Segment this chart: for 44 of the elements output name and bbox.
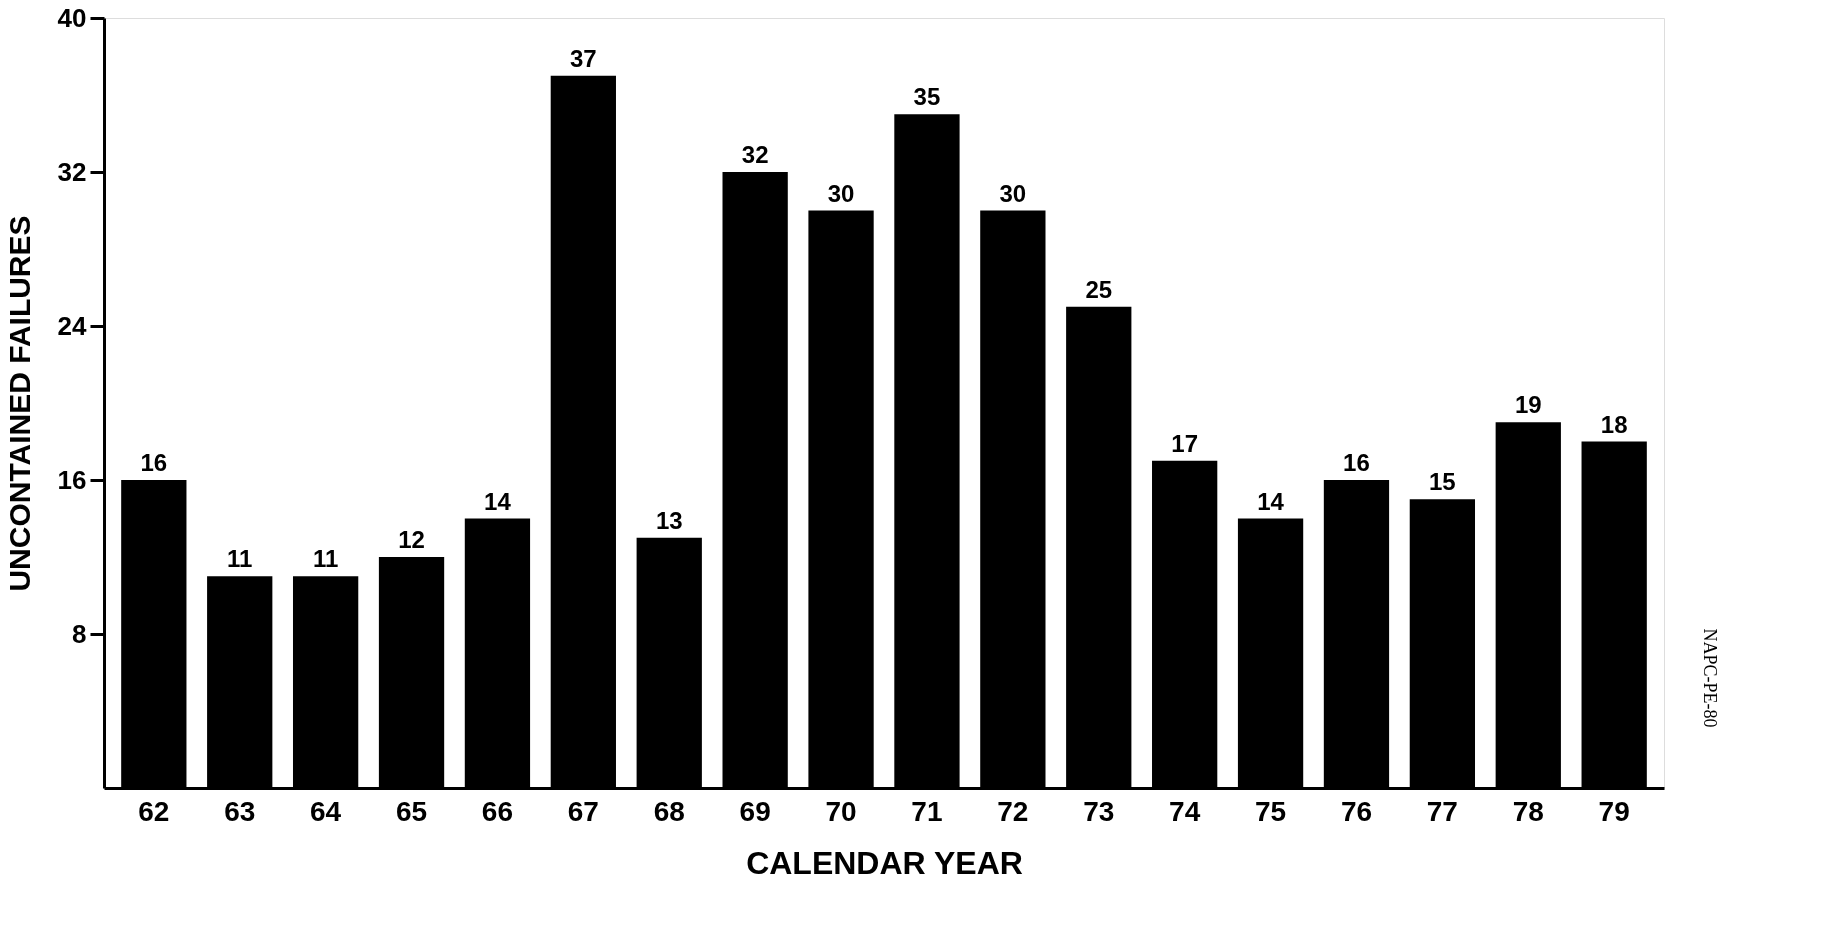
y-tick-label: 8	[72, 618, 87, 649]
data-label: 13	[655, 506, 683, 534]
data-label: 12	[398, 526, 425, 553]
data-label: 25	[1085, 275, 1113, 303]
y-tick-label: 16	[57, 464, 87, 495]
data-label: 16	[1343, 449, 1370, 476]
x-tick-label: 74	[1169, 795, 1201, 827]
x-tick-label: 65	[395, 795, 428, 827]
y-tick-label: 40	[57, 2, 87, 33]
text: NAPC-PE-80	[1700, 628, 1720, 728]
x-tick-label: 71	[911, 795, 943, 827]
data-label: 11	[227, 545, 253, 573]
x-tick-label: 72	[997, 795, 1029, 827]
x-axis-title: CALENDAR YEAR	[746, 844, 1023, 881]
data-label: 30	[827, 179, 855, 207]
y-tick-label: 24	[57, 310, 88, 341]
x-tick-label: 62	[138, 795, 170, 827]
data-label: 11	[312, 545, 339, 573]
data-label: 15	[1429, 468, 1456, 496]
data-label: 14	[484, 487, 512, 515]
data-label: 35	[913, 83, 941, 111]
data-label: 17	[1171, 429, 1199, 457]
x-tick-label: 63	[224, 795, 256, 827]
x-tick-label: 64	[310, 795, 342, 827]
x-tick-label: 75	[1254, 795, 1287, 827]
x-tick-label: 76	[1340, 795, 1373, 827]
x-tick-label: 67	[567, 795, 599, 827]
x-tick-label: 79	[1598, 795, 1630, 827]
data-label: 32	[741, 141, 769, 168]
x-tick-label: 66	[481, 795, 514, 827]
x-tick-label: 70	[825, 795, 857, 827]
x-tick-label: 78	[1512, 795, 1544, 827]
data-label: 37	[569, 44, 597, 72]
x-tick-label: 68	[653, 795, 685, 827]
x-tick-label: 73	[1083, 795, 1115, 827]
data-label: 19	[1514, 391, 1542, 419]
data-label: 18	[1600, 410, 1628, 438]
data-label: 30	[999, 179, 1027, 207]
y-axis-title: UNCONTAINED FAILURES	[2, 215, 36, 592]
data-label: 16	[140, 449, 168, 476]
x-tick-label: 77	[1426, 795, 1458, 827]
x-tick-label: 69	[739, 795, 771, 827]
y-tick-label: 32	[57, 156, 87, 187]
data-label: 14	[1257, 487, 1285, 515]
